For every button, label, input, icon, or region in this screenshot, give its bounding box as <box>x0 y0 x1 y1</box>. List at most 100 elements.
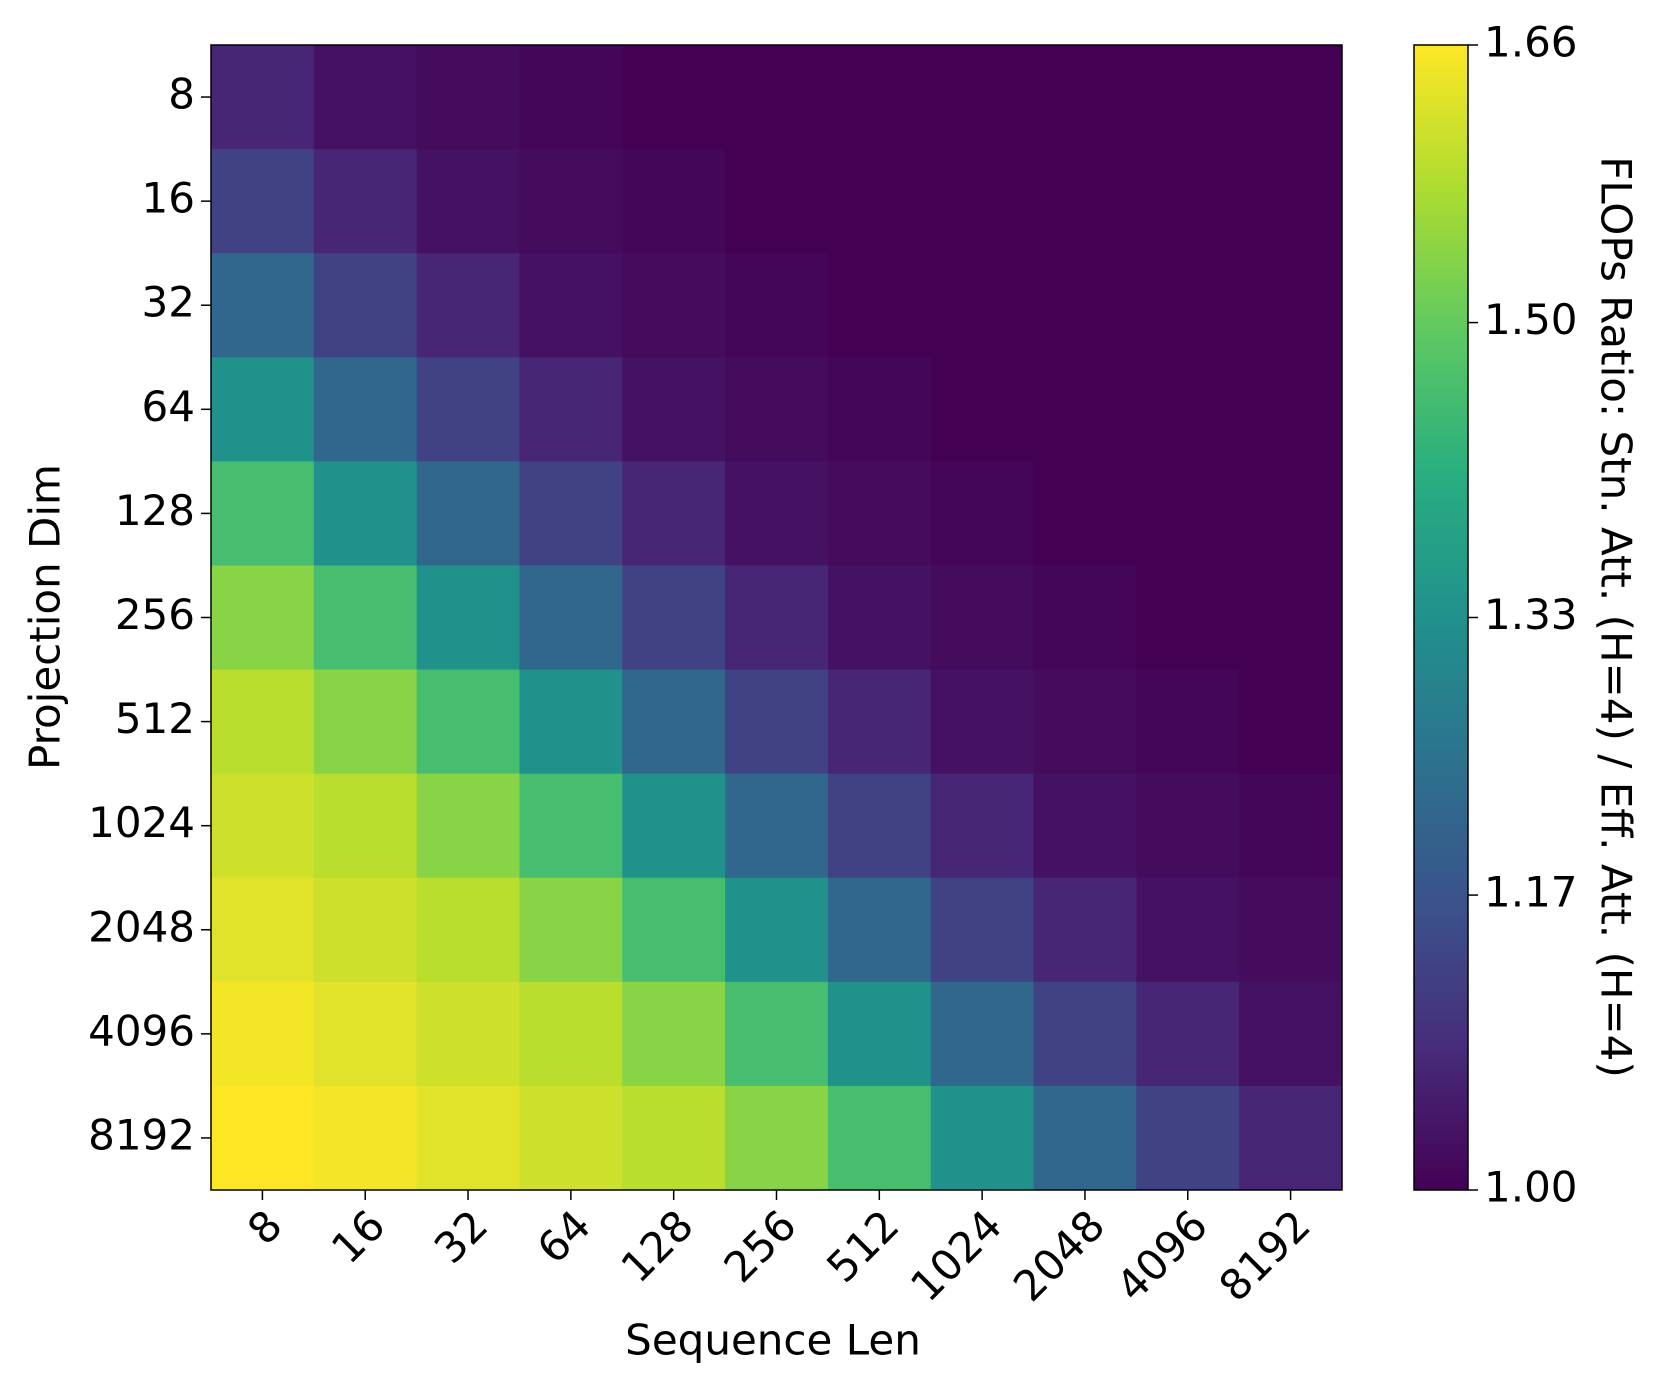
heatmap-cell <box>416 149 520 254</box>
heatmap-cell <box>416 1085 520 1191</box>
y-axis-label: Projection Dim <box>21 464 70 770</box>
x-tick-label: 512 <box>817 1201 908 1292</box>
heatmap-cell <box>519 877 623 983</box>
heatmap-cell <box>211 773 315 879</box>
heatmap-cell <box>519 45 623 150</box>
heatmap-cell <box>1239 565 1343 671</box>
heatmap-cell <box>930 149 1035 254</box>
heatmap-cell <box>930 357 1035 462</box>
heatmap-cell <box>827 669 932 775</box>
heatmap-cell <box>313 253 418 358</box>
heatmap-cell <box>622 149 726 254</box>
heatmap-cell <box>827 253 932 358</box>
heatmap-cell <box>1136 149 1240 254</box>
heatmap-cell <box>622 669 726 775</box>
heatmap-cell <box>930 565 1035 671</box>
heatmap-cell <box>519 669 623 775</box>
heatmap-cell <box>1033 45 1137 150</box>
heatmap-cell <box>725 149 829 254</box>
heatmap-cell <box>827 565 932 671</box>
x-tick-label: 32 <box>425 1201 497 1273</box>
y-tick-label: 512 <box>115 694 195 743</box>
heatmap-cell <box>622 45 726 150</box>
heatmap-cell <box>622 981 726 1087</box>
heatmap-cell <box>1033 981 1137 1087</box>
heatmap-cell <box>313 461 418 566</box>
heatmap-cell <box>622 461 726 566</box>
x-tick-label: 1024 <box>901 1201 1011 1311</box>
heatmap-cell <box>725 253 829 358</box>
x-tick-label: 8192 <box>1210 1201 1320 1311</box>
heatmap-cell <box>1136 773 1240 879</box>
heatmap-cell <box>1239 669 1343 775</box>
heatmap-cell <box>827 357 932 462</box>
x-tick-label: 4096 <box>1107 1201 1217 1311</box>
heatmap-cell <box>1033 461 1137 566</box>
heatmap-cell <box>930 45 1035 150</box>
heatmap-cell <box>1239 461 1343 566</box>
heatmap-cell <box>211 357 315 462</box>
heatmap-cell <box>519 149 623 254</box>
y-tick-label: 256 <box>115 590 195 639</box>
heatmap-cell <box>1136 981 1240 1087</box>
heatmap-cell <box>1239 149 1343 254</box>
heatmap-cell <box>313 565 418 671</box>
heatmap-cell <box>416 565 520 671</box>
heatmap-cell <box>827 877 932 983</box>
heatmap-cell <box>622 877 726 983</box>
y-tick-label: 4096 <box>88 1006 195 1055</box>
heatmap-cell <box>827 461 932 566</box>
heatmap-cell <box>313 1085 418 1191</box>
heatmap-cell <box>827 45 932 150</box>
colorbar-tick-label: 1.00 <box>1484 1163 1578 1212</box>
heatmap-cell <box>519 1085 623 1191</box>
heatmap-cell <box>725 877 829 983</box>
heatmap-cell <box>1136 357 1240 462</box>
heatmap-cell <box>1239 253 1343 358</box>
heatmap-cell <box>725 461 829 566</box>
heatmap-cell <box>416 461 520 566</box>
heatmap-cell <box>1239 45 1343 150</box>
heatmap-cell <box>930 773 1035 879</box>
heatmap-cell <box>1136 45 1240 150</box>
heatmap-cell <box>313 877 418 983</box>
heatmap-cell <box>622 565 726 671</box>
heatmap-cell <box>827 1085 932 1191</box>
heatmap-cell <box>725 773 829 879</box>
x-tick-label: 256 <box>714 1201 805 1292</box>
heatmap-cell <box>725 45 829 150</box>
heatmap-cell <box>930 669 1035 775</box>
heatmap-cell <box>622 773 726 879</box>
heatmap-cell <box>416 357 520 462</box>
y-tick-label: 64 <box>142 382 195 431</box>
heatmap-cell <box>211 877 315 983</box>
heatmap-cell <box>416 669 520 775</box>
heatmap-cell <box>313 669 418 775</box>
heatmap-cell <box>211 1085 315 1191</box>
colorbar-tick-label: 1.66 <box>1484 18 1578 67</box>
heatmap-cell <box>519 253 623 358</box>
heatmap-cell <box>313 981 418 1087</box>
heatmap-cell <box>313 773 418 879</box>
colorbar-tick-label: 1.33 <box>1484 590 1578 639</box>
colorbar-tick-label: 1.17 <box>1484 868 1578 917</box>
heatmap-cell <box>1136 1085 1240 1191</box>
heatmap-cell <box>211 253 315 358</box>
heatmap-cell <box>211 149 315 254</box>
heatmap-cell <box>622 357 726 462</box>
y-tick-label: 2048 <box>88 902 195 951</box>
colorbar-label: FLOPs Ratio: Stn. Att. (H=4) / Eff. Att.… <box>1592 156 1641 1078</box>
heatmap-cell <box>211 565 315 671</box>
heatmap-cell <box>519 461 623 566</box>
heatmap-cell <box>930 253 1035 358</box>
heatmap-cell <box>725 357 829 462</box>
heatmap-cell <box>313 357 418 462</box>
heatmap-cell <box>1239 773 1343 879</box>
y-tick-label: 8192 <box>88 1110 195 1159</box>
heatmap-cell <box>725 1085 829 1191</box>
x-axis-label: Sequence Len <box>625 1316 921 1365</box>
x-tick-label: 8 <box>238 1201 292 1255</box>
x-tick-label: 2048 <box>1004 1201 1114 1311</box>
heatmap-cell <box>313 149 418 254</box>
heatmap-cell <box>725 565 829 671</box>
